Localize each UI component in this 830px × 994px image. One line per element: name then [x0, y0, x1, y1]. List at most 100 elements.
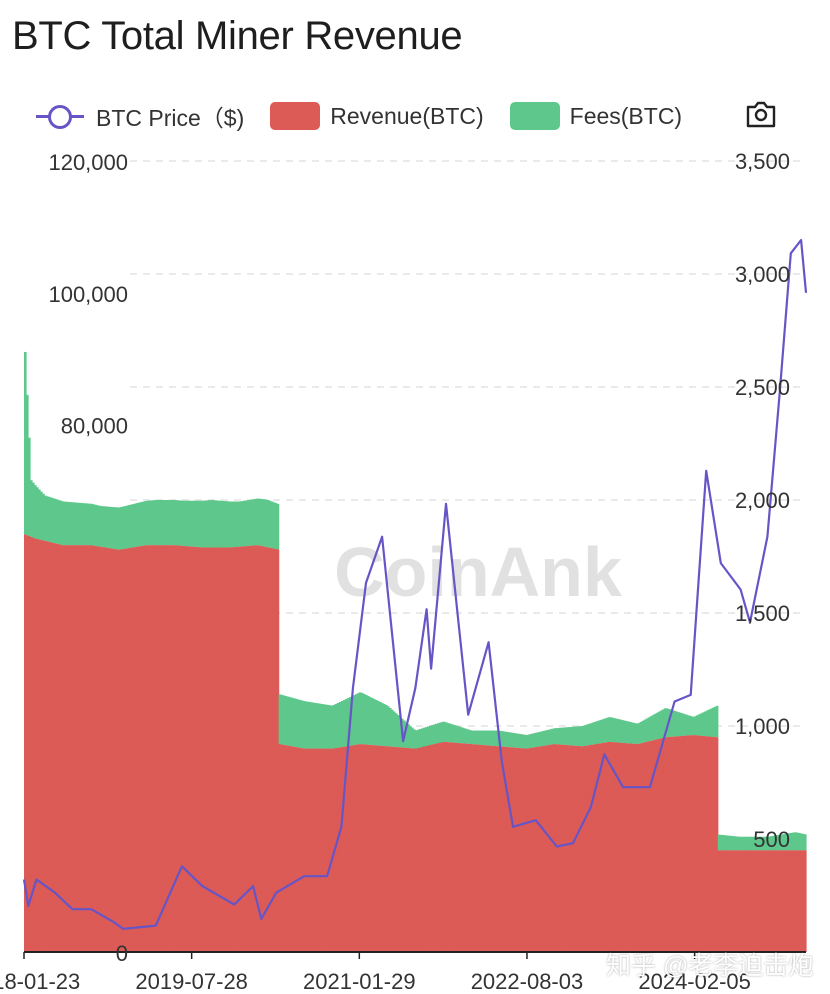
revenue-bar	[607, 741, 611, 952]
revenue-bar	[254, 545, 258, 952]
fees-bar	[360, 692, 364, 745]
revenue-bar	[28, 535, 31, 952]
fees-bar	[78, 502, 81, 546]
fees-bar	[753, 836, 757, 851]
fees-bar	[507, 732, 510, 748]
revenue-bar	[404, 747, 408, 952]
brand-watermark: CoinAnk	[334, 533, 622, 611]
revenue-bar	[276, 549, 280, 952]
revenue-bar	[36, 538, 39, 952]
fees-bar	[228, 501, 232, 548]
revenue-bar	[549, 744, 552, 952]
revenue-bar	[693, 735, 697, 952]
revenue-bar	[204, 547, 208, 952]
fees-bar	[24, 351, 27, 535]
fees-bar	[320, 703, 324, 749]
fees-bar	[362, 693, 366, 745]
revenue-bar	[272, 548, 276, 952]
revenue-bar	[108, 548, 111, 952]
revenue-bar	[174, 545, 177, 952]
fees-bar	[589, 723, 593, 745]
fees-bar	[659, 710, 663, 739]
fees-bar	[204, 500, 208, 548]
revenue-bar	[304, 748, 308, 952]
fees-bar	[82, 503, 85, 546]
fees-bar	[607, 717, 611, 742]
revenue-bar	[356, 744, 360, 952]
fees-bar	[138, 502, 141, 547]
fees-bar	[609, 717, 613, 742]
fees-bar	[629, 722, 633, 744]
revenue-bar	[178, 545, 181, 952]
revenue-bar	[501, 746, 504, 952]
fees-bar	[52, 498, 55, 543]
revenue-bar	[188, 546, 192, 952]
revenue-bar	[493, 745, 496, 952]
revenue-bar	[653, 739, 657, 952]
fees-bar	[677, 712, 681, 737]
fees-bar	[160, 500, 163, 546]
revenue-bar	[336, 747, 340, 952]
revenue-bar	[563, 744, 566, 952]
fees-bar	[368, 696, 372, 745]
revenue-bar	[248, 545, 252, 952]
fees-bar	[300, 700, 304, 749]
right-tick-label: 2,000	[735, 488, 790, 513]
fees-bar	[739, 836, 743, 851]
revenue-bar	[649, 740, 653, 952]
revenue-bar	[338, 747, 342, 952]
revenue-bar	[427, 745, 430, 952]
revenue-bar	[144, 545, 147, 952]
fees-bar	[46, 496, 49, 542]
legend-item-revenue[interactable]: Revenue(BTC)	[270, 102, 484, 130]
fees-bar	[198, 500, 202, 548]
revenue-bar	[581, 746, 585, 952]
fees-bar	[517, 733, 520, 748]
revenue-bar	[583, 745, 587, 952]
revenue-bar	[793, 850, 797, 952]
revenue-bar	[577, 746, 581, 952]
fees-bar	[94, 504, 97, 546]
revenue-bar	[318, 748, 322, 952]
revenue-bar	[701, 735, 705, 952]
revenue-bar	[130, 547, 133, 952]
revenue-bar	[244, 546, 248, 952]
legend-item-fees[interactable]: Fees(BTC)	[509, 102, 682, 130]
revenue-bar	[236, 546, 240, 952]
revenue-bar	[216, 547, 220, 952]
revenue-bar	[645, 741, 649, 952]
fees-bar	[581, 725, 585, 747]
revenue-bar	[453, 742, 456, 952]
fees-bar	[565, 727, 568, 746]
revenue-bar	[557, 744, 560, 952]
fees-bar	[200, 500, 204, 548]
fees-bar	[543, 730, 546, 746]
camera-icon[interactable]	[744, 98, 778, 130]
revenue-bar	[158, 545, 161, 952]
fees-bar	[793, 832, 797, 851]
revenue-bar	[783, 850, 787, 952]
revenue-bar	[651, 740, 655, 952]
revenue-bar	[789, 850, 793, 952]
fees-bar	[224, 501, 228, 548]
legend-item-btc-price[interactable]: BTC Price（$)	[36, 99, 244, 133]
fees-bar	[310, 702, 314, 749]
revenue-bar	[44, 540, 47, 952]
revenue-bar	[38, 539, 41, 952]
revenue-bar	[761, 850, 765, 952]
revenue-bar	[741, 850, 745, 952]
revenue-bar	[324, 748, 328, 952]
fees-bar	[260, 499, 264, 547]
revenue-bar	[619, 742, 623, 952]
fees-bar	[515, 733, 518, 748]
revenue-bar	[52, 542, 55, 952]
fees-bar	[493, 730, 496, 746]
fees-bar	[120, 506, 123, 550]
fees-bar	[633, 723, 637, 744]
revenue-bar	[601, 742, 605, 952]
revenue-bar	[747, 850, 751, 952]
revenue-bar	[771, 850, 775, 952]
fees-bar	[330, 705, 334, 749]
fees-bar	[769, 836, 773, 851]
fees-bar	[645, 718, 649, 742]
